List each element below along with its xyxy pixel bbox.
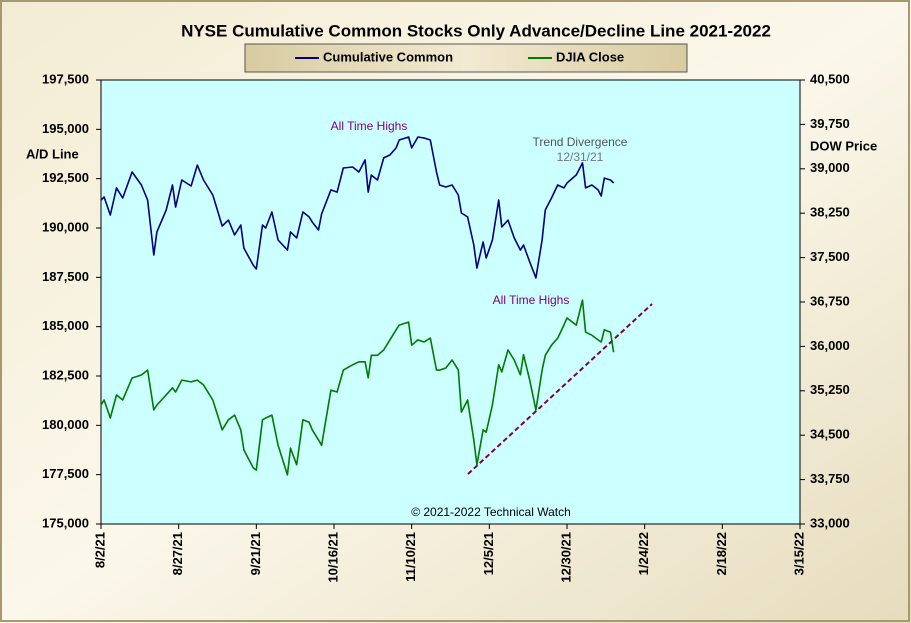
x-tick-label: 8/27/21 (170, 532, 185, 575)
y2-tick-label: 37,500 (810, 249, 850, 264)
y-tick-label: 185,000 (42, 318, 89, 333)
y2-tick-label: 33,750 (810, 471, 850, 486)
x-tick-label: 1/24/22 (636, 532, 651, 575)
y2-tick-label: 38,250 (810, 205, 850, 220)
x-tick-label: 12/30/21 (558, 532, 573, 583)
y-tick-label: 177,500 (42, 466, 89, 481)
x-tick-label: 3/15/22 (791, 532, 806, 575)
y2-tick-label: 39,750 (810, 116, 850, 131)
x-tick-label: 11/10/21 (403, 532, 418, 582)
x-tick-label: 8/2/21 (92, 532, 107, 568)
y-tick-label: 180,000 (42, 417, 89, 432)
annotation: All Time Highs (493, 293, 570, 307)
y2-tick-label: 36,750 (810, 293, 850, 308)
plot-area (100, 79, 801, 525)
y-tick-label: 190,000 (42, 219, 89, 234)
y-tick-label: 192,500 (42, 170, 89, 185)
y-tick-label: 195,000 (42, 121, 89, 136)
y-axis-title: A/D Line (26, 146, 79, 161)
y2-tick-label: 39,000 (810, 160, 850, 175)
y2-axis-title: DOW Price (810, 138, 877, 153)
y2-tick-label: 33,000 (810, 515, 850, 530)
y-tick-label: 175,000 (42, 515, 89, 530)
series-line (100, 136, 615, 279)
y2-tick-label: 35,250 (810, 382, 850, 397)
x-tick-label: 9/21/21 (248, 532, 263, 575)
y2-tick-label: 40,500 (810, 71, 850, 86)
legend-label: Cumulative Common (323, 49, 453, 64)
series-line (100, 299, 615, 476)
x-tick-label: 2/18/22 (714, 532, 729, 575)
y2-tick-label: 34,500 (810, 427, 850, 442)
trend-line (467, 303, 653, 475)
annotation: © 2021-2022 Technical Watch (411, 505, 571, 519)
annotation: All Time Highs (331, 119, 408, 133)
legend-label: DJIA Close (556, 49, 624, 64)
x-tick-label: 10/16/21 (325, 532, 340, 583)
y-tick-label: 182,500 (42, 367, 89, 382)
y-tick-label: 187,500 (42, 269, 89, 284)
annotation: Trend Divergence (533, 135, 628, 149)
annotation: 12/31/21 (557, 150, 604, 164)
x-tick-label: 12/5/21 (481, 532, 496, 575)
y2-tick-label: 36,000 (810, 338, 850, 353)
y-tick-label: 197,500 (42, 71, 89, 86)
chart-title: NYSE Cumulative Common Stocks Only Advan… (181, 21, 771, 40)
